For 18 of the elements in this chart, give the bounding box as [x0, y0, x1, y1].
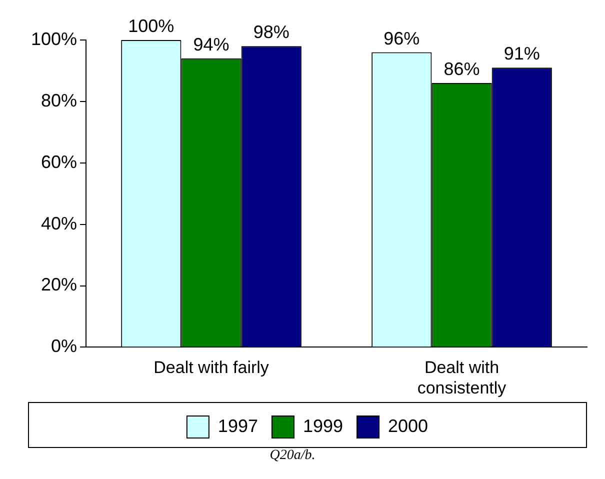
legend-label: 1999 — [302, 416, 344, 436]
y-tick-label: 100% — [30, 28, 78, 49]
data-label: 91% — [504, 44, 540, 64]
x-tick-label: Dealt with fairly — [154, 358, 270, 378]
data-label: 94% — [193, 34, 230, 54]
x-tick-label: Dealt with consistently — [417, 358, 507, 398]
y-tick-label: 80% — [41, 90, 78, 110]
data-label: 98% — [253, 22, 290, 42]
data-label: 96% — [384, 28, 420, 48]
y-tick-label: 0% — [51, 336, 78, 356]
legend-label: 1997 — [218, 416, 258, 436]
data-label: 86% — [444, 58, 480, 79]
y-tick-label: 40% — [41, 213, 78, 234]
y-tick-label: 20% — [41, 274, 78, 295]
text: Q20a/b. — [268, 448, 316, 464]
y-tick-label: 60% — [41, 152, 78, 172]
legend-label: 2000 — [388, 416, 428, 436]
data-label: 100% — [128, 16, 174, 36]
